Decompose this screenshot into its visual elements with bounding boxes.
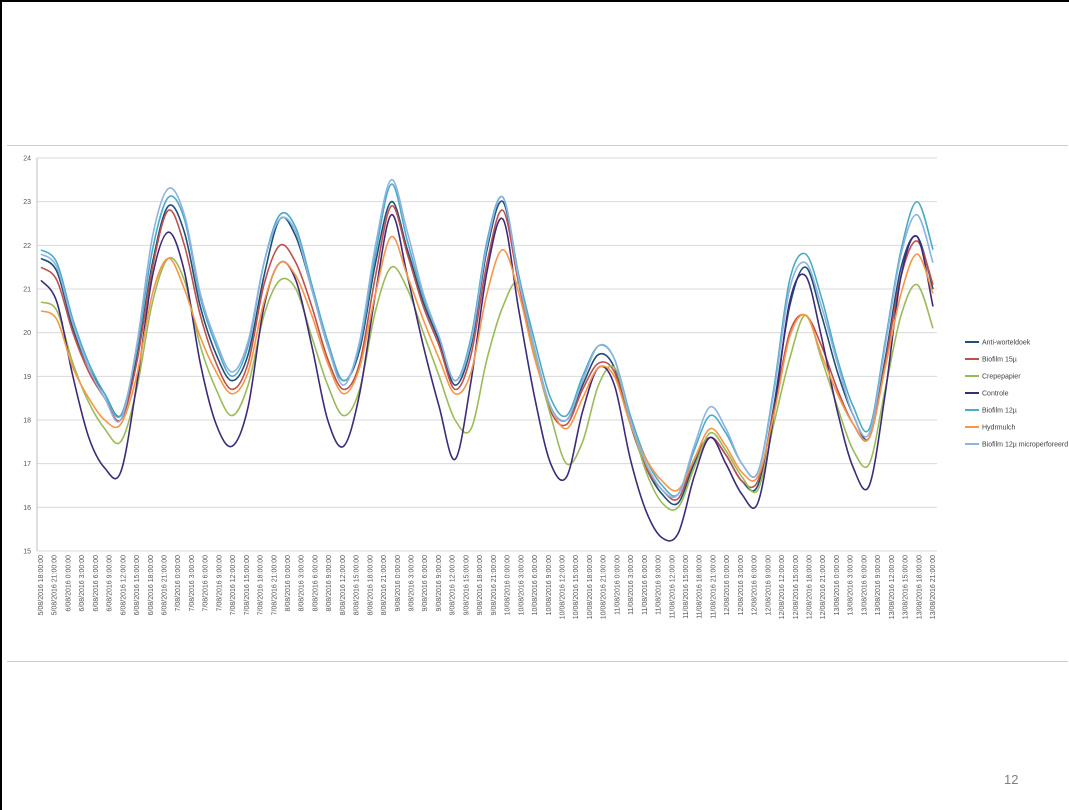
x-tick-label: 12/08/2016 9:00:00 [765, 555, 772, 615]
x-tick-label: 12/08/2016 6:00:00 [752, 555, 759, 615]
y-tick-label: 18 [23, 418, 31, 425]
x-tick-label: 13/08/2016 0:00:00 [834, 555, 841, 615]
x-tick-label: 5/08/2016 18:00:00 [38, 555, 45, 615]
x-tick-label: 6/08/2016 15:00:00 [134, 555, 141, 615]
x-tick-label: 11/08/2016 15:00:00 [683, 555, 690, 619]
series-line [40, 235, 934, 492]
x-tick-label: 13/08/2016 3:00:00 [848, 555, 855, 615]
x-tick-label: 8/08/2016 6:00:00 [312, 555, 319, 612]
x-tick-label: 7/08/2016 9:00:00 [216, 555, 223, 612]
x-tick-label: 8/08/2016 9:00:00 [326, 555, 333, 612]
x-tick-label: 9/08/2016 18:00:00 [477, 555, 484, 615]
x-tick-label: 10/08/2016 3:00:00 [518, 555, 525, 615]
x-tick-label: 11/08/2016 12:00:00 [669, 555, 676, 619]
x-tick-label: 10/08/2016 0:00:00 [505, 555, 512, 615]
line-chart: 15 16 17 18 19 20 21 22 23 24 5/08/2016 18:00:00 5/… [23, 156, 1068, 620]
x-tick-label: 6/08/2016 21:00:00 [162, 555, 169, 615]
slide-number: 12 [1004, 772, 1019, 787]
x-tick-label: 8/08/2016 0:00:00 [285, 555, 292, 612]
y-tick-label: 24 [23, 156, 31, 163]
x-tick-label: 8/08/2016 18:00:00 [367, 555, 374, 615]
x-tick-label: 11/08/2016 6:00:00 [642, 555, 649, 615]
x-tick-label: 9/08/2016 15:00:00 [463, 555, 470, 615]
x-tick-label: 12/08/2016 15:00:00 [793, 555, 800, 619]
legend-label: Biofilm 12µ [982, 408, 1017, 415]
x-tick-label: 9/08/2016 6:00:00 [422, 555, 429, 612]
x-tick-label: 8/08/2016 3:00:00 [299, 555, 306, 612]
x-tick-label: 10/08/2016 6:00:00 [532, 555, 539, 615]
x-tick-label: 12/08/2016 0:00:00 [724, 555, 731, 615]
legend-label: Anti-worteldoek [982, 340, 1031, 347]
x-tick-label: 9/08/2016 21:00:00 [491, 555, 498, 615]
x-tick-label: 9/08/2016 3:00:00 [409, 555, 416, 612]
series-line [40, 178, 934, 499]
legend-label: Controle [982, 391, 1009, 398]
legend-label: Biofilm 15µ [982, 357, 1017, 364]
x-tick-label: 10/08/2016 18:00:00 [587, 555, 594, 619]
legend-label: Biofilm 12µ microperforeerd [982, 442, 1068, 449]
x-tick-label: 13/08/2016 9:00:00 [875, 555, 882, 615]
series-line [40, 183, 934, 497]
x-tick-label: 7/08/2016 18:00:00 [258, 555, 265, 615]
x-tick-label: 11/08/2016 9:00:00 [656, 555, 663, 615]
y-tick-label: 19 [23, 374, 31, 381]
x-tick-label: 6/08/2016 9:00:00 [107, 555, 114, 612]
x-tick-label: 12/08/2016 18:00:00 [806, 555, 813, 619]
x-tick-label: 10/08/2016 21:00:00 [601, 555, 608, 619]
x-tick-label: 8/08/2016 15:00:00 [354, 555, 361, 615]
x-tick-label: 11/08/2016 21:00:00 [710, 555, 717, 619]
x-tick-label: 13/08/2016 12:00:00 [889, 555, 896, 619]
x-tick-label: 13/08/2016 21:00:00 [930, 555, 937, 619]
x-tick-label: 10/08/2016 12:00:00 [559, 555, 566, 619]
x-tick-label: 11/08/2016 3:00:00 [628, 555, 635, 615]
series-line [40, 205, 934, 501]
x-tick-label: 13/08/2016 15:00:00 [903, 555, 910, 619]
x-tick-label: 7/08/2016 15:00:00 [244, 555, 251, 615]
x-tick-label: 10/08/2016 9:00:00 [546, 555, 553, 615]
x-tick-label: 10/08/2016 15:00:00 [573, 555, 580, 619]
x-tick-label: 6/08/2016 3:00:00 [79, 555, 86, 612]
legend-label: Hydrmulch [982, 425, 1016, 432]
chart-panel: 15 16 17 18 19 20 21 22 23 24 5/08/2016 18:00:00 5/… [7, 145, 1068, 662]
legend-label: Crepepapier [982, 374, 1021, 381]
x-tick-label: 8/08/2016 12:00:00 [340, 555, 347, 615]
x-tick-label: 13/08/2016 18:00:00 [916, 555, 923, 619]
x-tick-label: 7/08/2016 12:00:00 [230, 555, 237, 615]
x-tick-label: 7/08/2016 3:00:00 [189, 555, 196, 612]
x-tick-label: 11/08/2016 18:00:00 [697, 555, 704, 619]
x-tick-label: 6/08/2016 18:00:00 [148, 555, 155, 615]
x-tick-label: 9/08/2016 12:00:00 [450, 555, 457, 615]
y-tick-label: 20 [23, 330, 31, 337]
y-tick-label: 22 [23, 243, 31, 250]
x-tick-label: 7/08/2016 21:00:00 [271, 555, 278, 615]
x-tick-label: 12/08/2016 12:00:00 [779, 555, 786, 619]
y-tick-label: 16 [23, 505, 31, 512]
y-tick-label: 15 [23, 549, 31, 556]
x-tick-label: 13/08/2016 6:00:00 [861, 555, 868, 615]
x-tick-label: 12/08/2016 3:00:00 [738, 555, 745, 615]
x-tick-label: 6/08/2016 0:00:00 [65, 555, 72, 612]
x-tick-label: 7/08/2016 6:00:00 [203, 555, 210, 612]
x-tick-label: 8/08/2016 21:00:00 [381, 555, 388, 615]
x-tick-label: 11/08/2016 0:00:00 [614, 555, 621, 615]
x-tick-label: 9/08/2016 9:00:00 [436, 555, 443, 612]
y-tick-label: 21 [23, 287, 31, 294]
y-tick-label: 17 [23, 461, 31, 468]
x-tick-label: 6/08/2016 6:00:00 [93, 555, 100, 612]
x-tick-label: 5/08/2016 21:00:00 [52, 555, 59, 615]
y-tick-label: 23 [23, 199, 31, 206]
x-tick-label: 6/08/2016 12:00:00 [120, 555, 127, 615]
x-tick-label: 9/08/2016 0:00:00 [395, 555, 402, 612]
x-tick-label: 12/08/2016 21:00:00 [820, 555, 827, 619]
x-tick-label: 7/08/2016 0:00:00 [175, 555, 182, 612]
